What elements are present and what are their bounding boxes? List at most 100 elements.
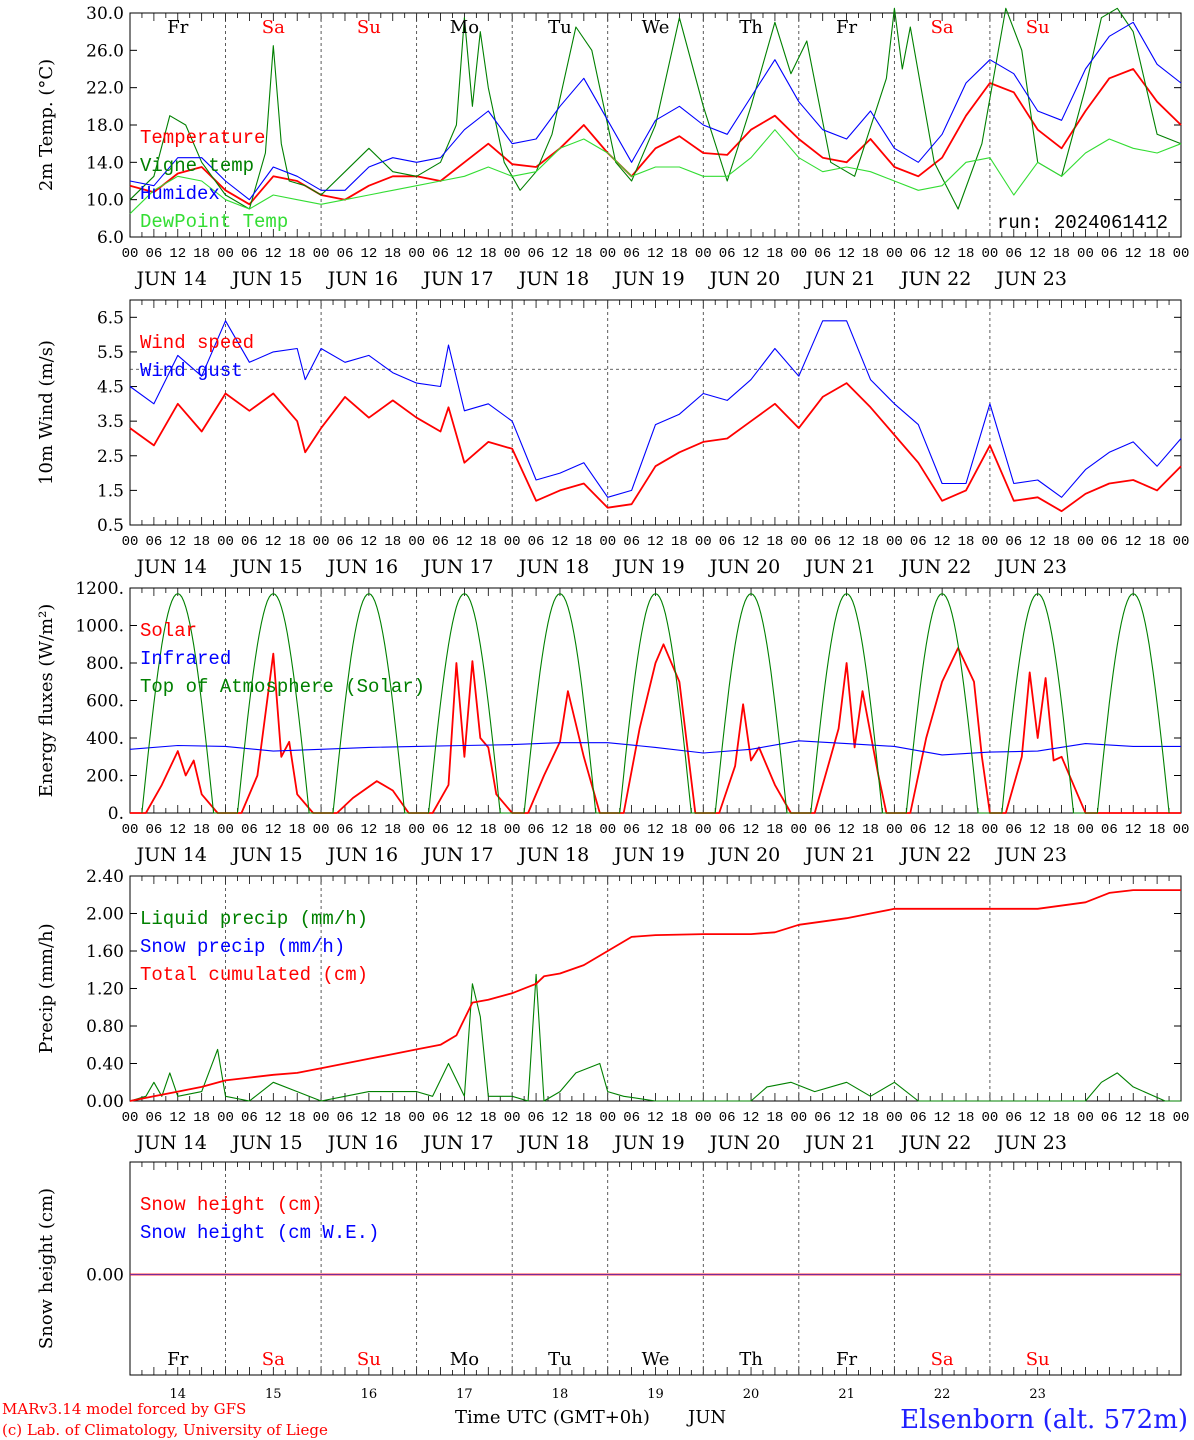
legend-entry: Snow precip (mm/h) [140,936,345,958]
day-number-label: 18 [552,1387,569,1402]
date-label: JUN 21 [803,268,875,290]
legend-entry: Top of Atmosphere (Solar) [140,676,425,698]
weekday-label: We [642,17,670,38]
hour-tick-label: 00 [790,822,807,838]
hour-tick-label: 12 [1029,246,1046,262]
series-line [129,129,1182,215]
date-label: JUN 16 [326,268,398,290]
hour-tick-label: 00 [982,822,999,838]
hour-tick-label: 18 [289,534,306,550]
hour-tick-label: 00 [599,246,616,262]
y-tick-label: 18.0 [86,116,124,136]
hour-tick-label: 00 [1173,1110,1190,1126]
weekday-label: Su [1026,1349,1050,1370]
hour-tick-label: 00 [790,534,807,550]
y-tick-label: 0. [108,804,124,824]
hour-tick-label: 18 [671,822,688,838]
hour-tick-label: 18 [384,534,401,550]
hour-tick-label: 12 [552,534,569,550]
series-line [129,973,1181,1102]
hour-tick-label: 06 [1005,1110,1022,1126]
hour-tick-label: 06 [337,1110,354,1126]
hour-tick-label: 00 [313,534,330,550]
hour-tick-label: 00 [982,534,999,550]
hour-tick-label: 12 [456,1110,473,1126]
date-label: JUN 19 [612,1132,684,1154]
model-credit: MARv3.14 model forced by GFS [2,1400,246,1418]
y-tick-label: 1000. [75,617,124,637]
series-line [129,889,1181,1102]
hour-tick-label: 18 [384,822,401,838]
date-label: JUN 23 [994,844,1066,866]
hour-tick-label: 18 [671,246,688,262]
hour-tick-label: 12 [743,246,760,262]
hour-tick-label: 06 [910,534,927,550]
hour-tick-label: 18 [289,246,306,262]
hour-tick-label: 18 [575,1110,592,1126]
hour-tick-label: 06 [623,1110,640,1126]
hour-tick-label: 00 [504,534,521,550]
date-label: JUN 17 [421,268,493,290]
hour-tick-label: 06 [910,246,927,262]
y-tick-label: 1.20 [86,980,124,1000]
hour-tick-label: 06 [241,822,258,838]
hour-tick-label: 06 [241,534,258,550]
day-number-label: 21 [838,1387,855,1402]
legend-entry: Liquid precip (mm/h) [140,908,368,930]
panel-5: 0.00 Snow height (cm) Snow height (cm) Snow… [36,1161,1182,1402]
legend-entry: Wind gust [140,360,243,382]
panel-4: 0.00 0.40 0.80 1.20 1.60 2.00 2.40 Precip (mm/h… [36,867,1189,1154]
lab-credit: (c) Lab. of Climatology, University of L… [2,1421,328,1439]
date-label: JUN 21 [803,1132,875,1154]
y-axis-label: 10m Wind (m/s) [36,340,57,485]
y-axis-label: Snow height (cm) [36,1188,57,1349]
hour-tick-label: 18 [862,246,879,262]
day-number-label: 16 [361,1387,378,1402]
hour-tick-label: 18 [958,822,975,838]
hour-tick-label: 18 [193,534,210,550]
legend-entry: Vigne temp [140,155,254,177]
hour-tick-label: 06 [623,822,640,838]
hour-tick-label: 00 [695,1110,712,1126]
hour-tick-label: 00 [217,1110,234,1126]
hour-tick-label: 18 [1053,1110,1070,1126]
y-tick-label: 30.0 [86,4,124,24]
hour-tick-label: 06 [1101,1110,1118,1126]
weekday-label: Su [357,1349,381,1370]
hour-tick-label: 00 [695,246,712,262]
hour-tick-label: 00 [695,534,712,550]
hour-tick-label: 00 [504,822,521,838]
date-label: JUN 14 [135,268,207,290]
hour-tick-label: 00 [408,534,425,550]
weekday-label: Tu [548,17,572,38]
hour-tick-label: 06 [528,822,545,838]
hour-tick-label: 06 [432,534,449,550]
hour-tick-label: 00 [1077,1110,1094,1126]
run-label: run: 2024061412 [997,212,1168,234]
hour-tick-label: 00 [982,246,999,262]
hour-tick-label: 12 [169,534,186,550]
hour-tick-label: 18 [289,822,306,838]
hour-tick-label: 18 [1149,822,1166,838]
date-label: JUN 22 [899,556,971,578]
hour-tick-label: 00 [1173,246,1190,262]
weekday-label: Sa [262,17,285,38]
time-axis-title: Time UTC (GMT+0h) [455,1407,650,1428]
y-tick-label: 200. [86,767,124,787]
hour-tick-label: 00 [217,822,234,838]
date-label: JUN 14 [135,556,207,578]
hour-tick-label: 12 [265,822,282,838]
hour-tick-label: 06 [337,246,354,262]
panel-2: 0.5 1.5 2.5 3.5 4.5 5.5 6.5 10m Wind (m/s) Wind … [36,299,1189,578]
hour-tick-label: 18 [384,246,401,262]
hour-tick-label: 00 [122,534,139,550]
hour-tick-label: 12 [647,246,664,262]
weekday-label: Fr [167,17,188,38]
series-line [129,740,1181,756]
hour-tick-label: 18 [480,1110,497,1126]
hour-tick-label: 06 [1005,822,1022,838]
hour-tick-label: 12 [743,822,760,838]
series-line [129,21,1182,201]
hour-tick-label: 18 [767,246,784,262]
